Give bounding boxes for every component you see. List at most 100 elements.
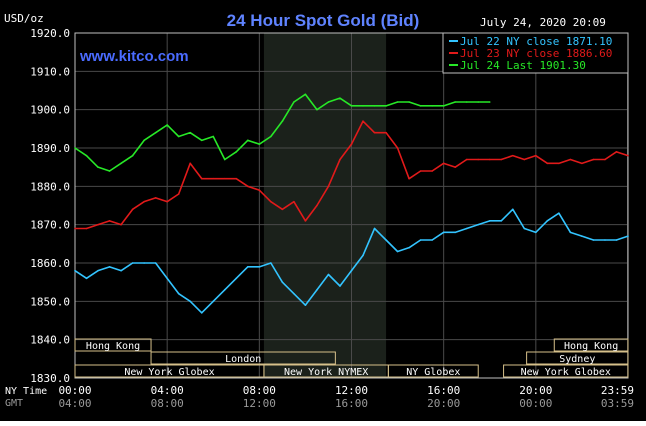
- data-point: [327, 101, 330, 103]
- data-point: [558, 162, 560, 165]
- data-point: [304, 220, 307, 222]
- data-point: [97, 223, 99, 226]
- data-point: [316, 289, 318, 291]
- data-point: [166, 277, 168, 280]
- y-tick-label: 1900.0: [30, 104, 70, 117]
- data-point: [189, 162, 192, 165]
- market-session-label: Sydney: [559, 354, 595, 365]
- series-lines: [74, 93, 629, 314]
- data-point: [569, 158, 572, 161]
- legend-box: [442, 32, 629, 74]
- data-point: [131, 208, 134, 211]
- data-point: [258, 189, 261, 191]
- data-point: [189, 300, 192, 303]
- y-axis-label: USD/oz: [4, 12, 44, 25]
- data-point: [350, 105, 353, 107]
- data-point: [477, 101, 480, 103]
- data-point: [120, 223, 122, 226]
- data-point: [488, 220, 491, 222]
- market-session-bar: [503, 364, 629, 378]
- market-session-label: New York NYMEX: [284, 367, 368, 378]
- data-point: [85, 154, 88, 157]
- market-session-bar: [150, 351, 336, 365]
- data-point: [511, 208, 514, 211]
- data-point: [339, 97, 341, 99]
- data-point: [304, 304, 307, 306]
- data-point: [316, 108, 318, 111]
- data-point: [396, 250, 399, 253]
- y-tick-label: 1830.0: [30, 372, 70, 385]
- data-point: [270, 200, 272, 203]
- shaded-session-region: [263, 33, 387, 378]
- x-tick-label-ny: 00:00: [58, 384, 91, 397]
- market-session-bar: [553, 338, 629, 352]
- data-point: [373, 105, 376, 107]
- data-point: [615, 239, 618, 241]
- data-point: [327, 273, 330, 276]
- x-tick-label-ny: 12:00: [335, 384, 368, 397]
- data-point: [258, 143, 261, 145]
- data-point: [131, 262, 134, 264]
- data-point: [293, 200, 295, 203]
- market-session-bar: [387, 364, 479, 378]
- data-point: [396, 101, 399, 103]
- data-point: [108, 266, 111, 268]
- market-session-bar: [526, 351, 629, 365]
- data-point: [454, 231, 456, 234]
- y-tick-label: 1840.0: [30, 334, 70, 347]
- data-point: [247, 266, 249, 268]
- data-point: [408, 101, 410, 103]
- data-point: [488, 158, 491, 161]
- data-point: [177, 193, 180, 195]
- data-point: [419, 239, 422, 241]
- data-point: [546, 220, 549, 222]
- data-point: [154, 131, 157, 134]
- chart-timestamp: July 24, 2020 20:09: [480, 16, 606, 29]
- data-point: [535, 154, 537, 157]
- data-point: [74, 147, 76, 149]
- x-row-label-gmt: GMT: [5, 398, 23, 409]
- data-point: [247, 185, 249, 188]
- data-point: [500, 158, 503, 161]
- data-point: [477, 158, 480, 161]
- data-point: [465, 227, 468, 230]
- data-point: [454, 101, 456, 103]
- market-session-label: Hong Kong: [564, 341, 618, 352]
- x-tick-label-gmt: 04:00: [58, 397, 91, 410]
- data-point: [362, 105, 364, 107]
- market-session-label: Hong Kong: [86, 341, 140, 352]
- data-point: [247, 139, 249, 142]
- data-point: [454, 166, 456, 168]
- data-point: [97, 269, 99, 272]
- data-point: [535, 231, 537, 234]
- data-point: [212, 300, 215, 303]
- data-point: [327, 185, 330, 188]
- market-session-label: New York Globex: [521, 367, 611, 378]
- data-point: [85, 227, 88, 230]
- data-point: [85, 277, 88, 280]
- data-point: [465, 101, 468, 103]
- data-point: [396, 147, 399, 149]
- data-point: [177, 135, 180, 138]
- data-point: [442, 162, 445, 165]
- data-point: [281, 120, 284, 122]
- data-point: [465, 158, 468, 161]
- data-point: [523, 227, 526, 230]
- x-tick-label-gmt: 12:00: [243, 397, 276, 410]
- data-point: [212, 135, 215, 138]
- data-point: [592, 239, 595, 241]
- y-tick-label: 1920.0: [30, 27, 70, 40]
- data-point: [304, 93, 307, 96]
- data-point: [177, 292, 180, 295]
- data-point: [74, 227, 76, 230]
- data-point: [200, 177, 203, 180]
- data-point: [339, 158, 341, 161]
- data-point: [431, 170, 433, 172]
- data-point: [350, 269, 353, 272]
- data-point: [500, 220, 503, 222]
- data-point: [143, 200, 145, 203]
- data-point: [97, 166, 99, 168]
- market-sessions: Hong Kong Hong Kong London Sydney New York G…: [74, 338, 629, 378]
- data-point: [189, 131, 192, 134]
